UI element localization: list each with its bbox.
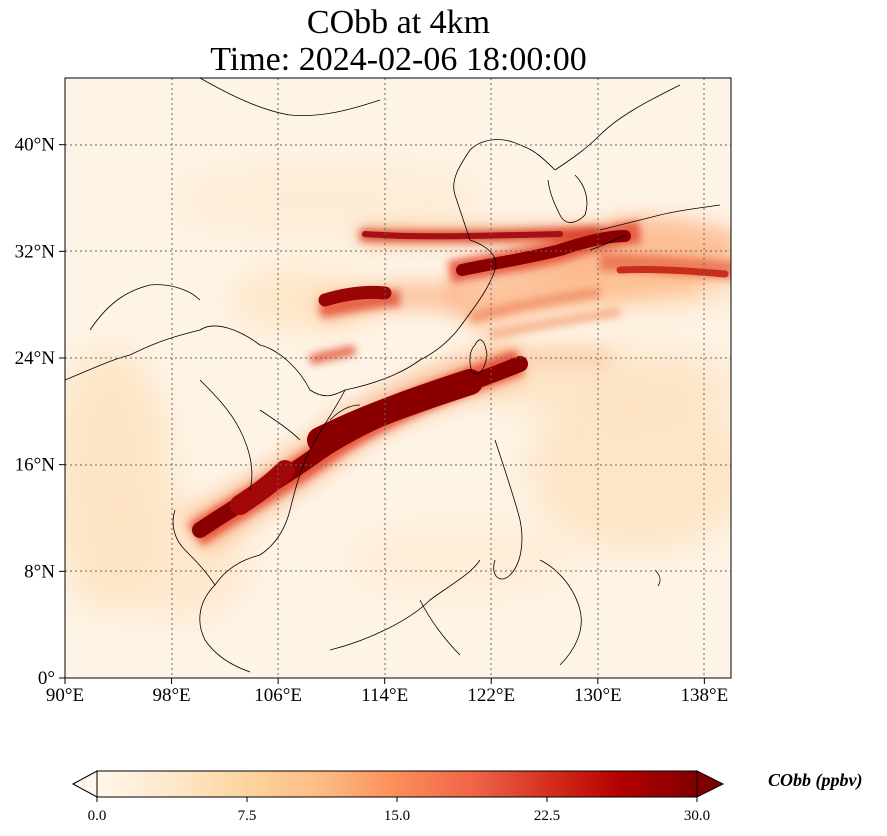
coastlines bbox=[65, 78, 721, 673]
colorbar-label: CObb (ppbv) bbox=[768, 770, 863, 790]
colorbar: 0.0 7.5 15.0 22.5 30.0 bbox=[71, 770, 725, 824]
map-area bbox=[65, 78, 731, 678]
colorbar-tick-label: 7.5 bbox=[238, 808, 257, 824]
y-tick-label: 16°N bbox=[15, 455, 56, 476]
x-tick-label: 122°E bbox=[467, 685, 515, 706]
gridlines bbox=[65, 78, 731, 678]
x-tick-label: 114°E bbox=[361, 685, 408, 706]
map-frame bbox=[64, 77, 732, 679]
plume-core bbox=[192, 230, 729, 538]
colorbar-gradient bbox=[97, 771, 697, 797]
title-line1: CObb at 4km bbox=[306, 4, 491, 41]
y-axis: 0° 8°N 16°N 24°N 32°N 40°N bbox=[15, 135, 65, 689]
title-line2: Time: 2024-02-06 18:00:00 bbox=[210, 41, 587, 78]
x-axis: 90°E 98°E 106°E 114°E 122°E 130°E 138°E bbox=[46, 678, 728, 706]
x-tick-label: 90°E bbox=[46, 685, 84, 706]
x-tick-label: 138°E bbox=[681, 685, 729, 706]
colorbar-tick-label: 22.5 bbox=[534, 808, 560, 824]
colorbar-tick-label: 15.0 bbox=[384, 808, 410, 824]
x-tick-label: 98°E bbox=[152, 685, 190, 706]
y-tick-label: 0° bbox=[38, 668, 55, 689]
colorbar-tick-label: 30.0 bbox=[684, 808, 710, 824]
x-tick-label: 130°E bbox=[574, 685, 622, 706]
y-tick-label: 8°N bbox=[24, 561, 55, 582]
colorbar-ticks: 0.0 7.5 15.0 22.5 30.0 bbox=[88, 797, 710, 824]
y-tick-label: 24°N bbox=[15, 348, 56, 369]
colorbar-max-extend bbox=[696, 770, 725, 798]
colorbar-min-extend bbox=[71, 770, 98, 798]
y-tick-label: 40°N bbox=[15, 135, 56, 156]
x-tick-label: 106°E bbox=[254, 685, 302, 706]
colorbar-tick-label: 0.0 bbox=[88, 808, 107, 824]
y-tick-label: 32°N bbox=[15, 241, 56, 262]
